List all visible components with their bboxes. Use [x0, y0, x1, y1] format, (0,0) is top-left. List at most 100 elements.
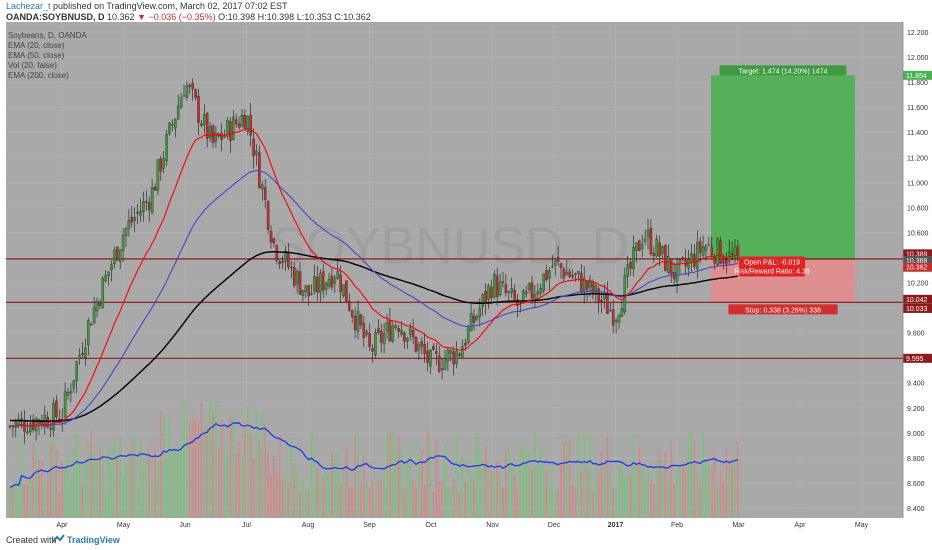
- price-chart[interactable]: 12.200 12.000 11.800 11.600 11.400 11.200 11.0…: [0, 22, 932, 530]
- volume-bar: [64, 468, 67, 518]
- x-tick-label: Apr: [795, 522, 807, 529]
- volume-bar: [710, 469, 713, 518]
- candle-body: [707, 244, 711, 246]
- candle-body: [588, 279, 592, 288]
- candle-body: [205, 113, 209, 139]
- volume-bar: [252, 459, 255, 518]
- x-tick-label: May: [117, 522, 131, 529]
- volume-bar: [55, 450, 58, 518]
- candle-body: [211, 125, 215, 144]
- volume-bar: [406, 461, 409, 518]
- volume-bar: [127, 451, 130, 518]
- volume-bar: [409, 440, 412, 518]
- candle-body: [640, 244, 644, 249]
- volume-bar: [516, 490, 519, 518]
- candle-body: [466, 327, 470, 343]
- candle-body: [52, 403, 55, 431]
- risk-reward-text: Risk/Reward Ratio: 4.36: [734, 268, 810, 275]
- volume-bar: [26, 485, 29, 518]
- candle-body: [252, 138, 255, 157]
- candle-body: [481, 294, 484, 307]
- volume-bar: [206, 425, 209, 518]
- tradingview-logo-icon: [52, 534, 65, 543]
- candle-body: [174, 118, 177, 129]
- ohlc-open: O:10.398: [218, 12, 256, 22]
- volume-bar: [14, 480, 17, 518]
- candle-body: [400, 329, 403, 335]
- volume-bar: [357, 431, 359, 518]
- volume-bar: [615, 488, 618, 518]
- volume-bar: [11, 485, 14, 518]
- y-tick-label: 8.800: [907, 456, 925, 463]
- candle-body: [255, 151, 258, 155]
- candle-body: [690, 253, 693, 263]
- candle-body: [179, 97, 183, 109]
- candle-body: [629, 262, 632, 269]
- volume-bar: [470, 475, 473, 518]
- volume-bar: [98, 446, 101, 518]
- volume-bar: [725, 450, 728, 518]
- candle-body: [162, 158, 165, 169]
- volume-bar: [412, 479, 415, 518]
- tradingview-brand[interactable]: TradingView: [67, 535, 120, 545]
- candle-body: [182, 95, 186, 97]
- y-tick-label: 11.400: [907, 130, 928, 137]
- volume-bar: [420, 450, 423, 518]
- target-label-text: Target: 1.474 (14.20%) 1474: [739, 68, 828, 75]
- candle-body: [484, 290, 487, 303]
- candle-body: [118, 249, 122, 262]
- candle-body: [435, 351, 438, 354]
- y-tick-label: 10.200: [907, 281, 929, 288]
- candle-body: [150, 187, 154, 213]
- volume-bar: [377, 480, 380, 518]
- candle-body: [342, 284, 345, 296]
- volume-bar: [214, 399, 217, 518]
- volume-bar: [736, 441, 739, 518]
- candle-body: [675, 263, 679, 282]
- volume-bar: [533, 431, 536, 518]
- volume-bar: [9, 487, 11, 518]
- candle-body: [295, 271, 299, 285]
- candle-body: [426, 350, 429, 363]
- candle-body: [69, 391, 73, 394]
- y-tick-label: 12.200: [907, 30, 929, 37]
- volume-bar: [136, 486, 139, 518]
- volume-bar: [278, 434, 281, 518]
- price-label-box: [903, 294, 932, 304]
- candle-body: [736, 245, 740, 257]
- footer: Created with TradingView: [0, 530, 932, 550]
- volume-bar: [46, 480, 49, 518]
- volume-bar: [644, 477, 647, 518]
- price-label-text: 10.368: [906, 258, 928, 265]
- pnl-box-bg: [739, 256, 805, 277]
- volume-bar: [90, 431, 93, 518]
- candle-body: [385, 322, 389, 332]
- volume-bar: [734, 457, 736, 518]
- volume-bar: [429, 438, 432, 518]
- volume-bar: [461, 455, 464, 518]
- candle-body: [493, 274, 496, 298]
- author-link[interactable]: Lachezar_t: [6, 1, 51, 11]
- volume-bar: [171, 453, 174, 518]
- candle-body: [136, 211, 139, 214]
- candle-body: [568, 271, 571, 277]
- candle-body: [284, 250, 287, 262]
- volume-bar: [676, 470, 678, 518]
- volume-bar: [438, 480, 441, 518]
- candle-body: [565, 271, 569, 276]
- candle-body: [292, 267, 296, 286]
- volume-bar: [400, 448, 403, 518]
- candle-body: [472, 315, 476, 323]
- price-label-text: 10.042: [906, 297, 928, 304]
- candle-body: [307, 285, 310, 297]
- candle-body: [304, 285, 308, 292]
- volume-bar: [577, 430, 580, 518]
- candle-body: [652, 252, 656, 257]
- candle-body: [475, 316, 479, 320]
- candle-body: [208, 126, 212, 138]
- x-tick-label: Mar: [732, 522, 745, 529]
- candle-body: [437, 355, 441, 372]
- volume-bar: [647, 471, 649, 518]
- candle-body: [388, 320, 392, 342]
- candle-body: [194, 89, 197, 98]
